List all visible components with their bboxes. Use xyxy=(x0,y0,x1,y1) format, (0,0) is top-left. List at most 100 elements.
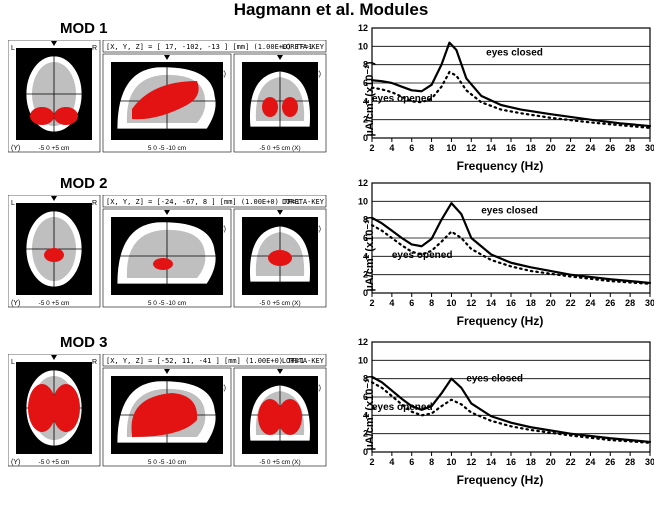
svg-text:-5 0 +5 cm (X): -5 0 +5 cm (X) xyxy=(259,459,300,466)
xtick-label: 6 xyxy=(409,457,414,467)
xtick-label: 4 xyxy=(389,143,394,153)
ytick-label: 10 xyxy=(358,196,368,206)
xtick-label: 2 xyxy=(369,457,374,467)
xtick-label: 26 xyxy=(605,143,615,153)
xtick-label: 10 xyxy=(446,143,456,153)
svg-text:(Z): (Z) xyxy=(312,385,321,392)
xtick-label: 30 xyxy=(645,457,654,467)
xtick-label: 2 xyxy=(369,298,374,308)
xtick-label: 26 xyxy=(605,298,615,308)
xtick-label: 22 xyxy=(566,143,576,153)
svg-text:(Y): (Y) xyxy=(11,145,20,152)
xtick-label: 8 xyxy=(429,143,434,153)
xtick-label: 18 xyxy=(526,143,536,153)
mod-title: MOD 2 xyxy=(60,175,108,192)
brain-key-text: LORETA-KEY xyxy=(282,357,325,365)
svg-text:L: L xyxy=(11,45,15,52)
mod-title: MOD 1 xyxy=(60,20,108,37)
svg-text:L: L xyxy=(11,200,15,207)
series-label: eyes opened xyxy=(392,250,453,261)
series-label: eyes closed xyxy=(486,48,543,59)
xtick-label: 20 xyxy=(546,457,556,467)
xtick-label: 4 xyxy=(389,298,394,308)
svg-text:L: L xyxy=(11,359,15,366)
xtick-label: 18 xyxy=(526,457,536,467)
svg-text:-5 0 +5 cm (X): -5 0 +5 cm (X) xyxy=(259,145,300,152)
xtick-label: 16 xyxy=(506,298,516,308)
xtick-label: 14 xyxy=(486,457,496,467)
series-label: eyes closed xyxy=(466,373,523,384)
chart-ylabel: µA/cm² (x10⁻³) xyxy=(363,216,376,291)
svg-text:(Z): (Z) xyxy=(312,71,321,78)
xtick-label: 6 xyxy=(409,298,414,308)
ytick-label: 12 xyxy=(358,24,368,33)
xtick-label: 12 xyxy=(466,298,476,308)
brain-key-text: LORETA-KEY xyxy=(282,43,325,51)
xtick-label: 8 xyxy=(429,457,434,467)
ytick-label: 12 xyxy=(358,179,368,188)
xtick-label: 22 xyxy=(566,457,576,467)
svg-text:R: R xyxy=(92,45,97,52)
svg-text:R: R xyxy=(92,359,97,366)
xtick-label: 14 xyxy=(486,298,496,308)
xtick-label: 4 xyxy=(389,457,394,467)
svg-text:(Z): (Z) xyxy=(217,226,226,233)
svg-text:(Z): (Z) xyxy=(217,71,226,78)
series-label: eyes opened xyxy=(372,402,433,413)
xtick-label: 30 xyxy=(645,143,654,153)
svg-text:5 0 -5 -10 cm: 5 0 -5 -10 cm xyxy=(148,300,186,307)
svg-text:(Y): (Y) xyxy=(11,300,20,307)
xtick-label: 14 xyxy=(486,143,496,153)
svg-text:(Z): (Z) xyxy=(217,385,226,392)
series-label: eyes opened xyxy=(372,93,433,104)
svg-text:R: R xyxy=(92,200,97,207)
brain-panel: [X, Y, Z] = [-52, 11, -41 ] [mm] (1.00E+… xyxy=(8,354,328,479)
svg-text:(Z): (Z) xyxy=(312,226,321,233)
xtick-label: 20 xyxy=(546,298,556,308)
ytick-label: 10 xyxy=(358,355,368,365)
xtick-label: 26 xyxy=(605,457,615,467)
brain-panel: [X, Y, Z] = [ 17, -102, -13 ] [mm] (1.00… xyxy=(8,40,328,165)
xtick-label: 10 xyxy=(446,298,456,308)
brain-coord-text: [X, Y, Z] = [-52, 11, -41 ] [mm] (1.00E+… xyxy=(106,357,304,365)
brain-key-text: LORETA-KEY xyxy=(282,198,325,206)
chart-xlabel: Frequency (Hz) xyxy=(346,314,654,328)
svg-text:-5 0 +5 cm (X): -5 0 +5 cm (X) xyxy=(259,300,300,307)
chart-panel: µA/cm² (x10⁻³)02468101224681012141618202… xyxy=(346,338,654,488)
brain-panel: [X, Y, Z] = [-24, -67, 8 ] [mm] (1.00E+0… xyxy=(8,195,328,320)
chart-ylabel: µA/cm² (x10⁻³) xyxy=(363,375,376,450)
xtick-label: 24 xyxy=(585,457,595,467)
main-title: Hagmann et al. Modules xyxy=(0,0,662,20)
xtick-label: 10 xyxy=(446,457,456,467)
ytick-label: 10 xyxy=(358,41,368,51)
chart-panel: µA/cm² (x10⁻³)02468101224681012141618202… xyxy=(346,179,654,329)
xtick-label: 28 xyxy=(625,298,635,308)
xtick-label: 20 xyxy=(546,143,556,153)
chart-ylabel: µA/cm² (x10⁻²) xyxy=(363,61,376,136)
xtick-label: 28 xyxy=(625,143,635,153)
chart-panel: µA/cm² (x10⁻²)02468101224681012141618202… xyxy=(346,24,654,174)
xtick-label: 18 xyxy=(526,298,536,308)
svg-text:5 0 -5 -10 cm: 5 0 -5 -10 cm xyxy=(148,459,186,466)
xtick-label: 12 xyxy=(466,143,476,153)
xtick-label: 6 xyxy=(409,143,414,153)
xtick-label: 24 xyxy=(585,143,595,153)
xtick-label: 22 xyxy=(566,298,576,308)
brain-svg: [X, Y, Z] = [-24, -67, 8 ] [mm] (1.00E+0… xyxy=(8,195,328,320)
xtick-label: 8 xyxy=(429,298,434,308)
svg-text:-5 0 +5 cm: -5 0 +5 cm xyxy=(39,459,70,466)
xtick-label: 2 xyxy=(369,143,374,153)
xtick-label: 30 xyxy=(645,298,654,308)
mod-title: MOD 3 xyxy=(60,334,108,351)
figure-container: Hagmann et al. Modules MOD 1 [X, Y, Z] = … xyxy=(0,0,662,509)
svg-text:-5 0 +5 cm: -5 0 +5 cm xyxy=(39,145,70,152)
brain-svg: [X, Y, Z] = [-52, 11, -41 ] [mm] (1.00E+… xyxy=(8,354,328,479)
svg-text:-5 0 +5 cm: -5 0 +5 cm xyxy=(39,300,70,307)
brain-svg: [X, Y, Z] = [ 17, -102, -13 ] [mm] (1.00… xyxy=(8,40,328,165)
ytick-label: 12 xyxy=(358,338,368,347)
xtick-label: 24 xyxy=(585,298,595,308)
chart-svg: 02468101224681012141618202224262830eyes … xyxy=(346,179,654,311)
xtick-label: 28 xyxy=(625,457,635,467)
xtick-label: 16 xyxy=(506,143,516,153)
xtick-label: 12 xyxy=(466,457,476,467)
